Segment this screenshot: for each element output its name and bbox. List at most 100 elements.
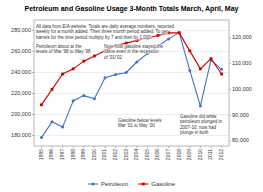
point (40, 136, 43, 139)
annotation-line: Gasoline did while (180, 114, 217, 119)
y-tick-label: 240,000 (11, 69, 31, 75)
grid (34, 31, 229, 136)
legend-swatch (138, 183, 148, 184)
point (135, 61, 138, 64)
x-tick (221, 146, 222, 148)
x-tick (52, 146, 53, 148)
x-tick (179, 146, 180, 148)
point (167, 37, 170, 40)
y2-tick (229, 63, 231, 64)
point (104, 76, 107, 79)
x-tick-label: 2007 (165, 149, 171, 160)
x-tick-label: 2010 (197, 149, 203, 160)
x-tick (73, 146, 74, 148)
x-tick (189, 146, 190, 148)
x-tick-label: 2004 (133, 149, 139, 160)
x-tick (126, 146, 127, 148)
point (188, 49, 191, 52)
y2-tick (229, 89, 231, 90)
y2-tick-label: 110,000 (232, 60, 251, 66)
legend-item: Gasoline (138, 181, 175, 187)
point (220, 68, 223, 71)
annotation-line: petroleum plunged in (180, 119, 223, 124)
point (61, 73, 64, 76)
x-tick (83, 146, 84, 148)
legend-item: Petroleum (88, 181, 128, 187)
y2-tick-label: 100,000 (232, 86, 252, 92)
x-tick (168, 146, 169, 148)
x-tick (115, 146, 116, 148)
point (82, 94, 85, 97)
x-tick (147, 146, 148, 148)
x-tick (62, 146, 63, 148)
x-tick-label: 2001 (101, 149, 107, 160)
point (51, 120, 54, 123)
x-tick (105, 146, 106, 148)
legend: Petroleum Gasoline (88, 181, 176, 187)
y-tick (32, 93, 34, 94)
point (125, 71, 128, 74)
point (188, 69, 191, 72)
point (178, 31, 181, 34)
y-tick-label: 200,000 (11, 111, 31, 117)
y-tick (32, 135, 34, 136)
y-tick (32, 51, 34, 52)
annotation: Petroleum about at thelevels of Mar '98 … (36, 44, 91, 54)
point (72, 67, 75, 70)
title: Petroleum and Gasoline Usage 3-Month Tot… (25, 5, 239, 13)
y-tick (32, 114, 34, 115)
point (178, 31, 181, 34)
x-tick-label: 1999 (80, 149, 86, 160)
point (157, 34, 160, 37)
x-tick (136, 146, 137, 148)
annotation-line: Note how gasoline stayed the (104, 44, 164, 49)
legend-marker (91, 183, 94, 186)
plot-area (34, 20, 229, 146)
y-tick-label: 280,000 (11, 27, 31, 33)
y2-tick-label: 120,000 (232, 34, 252, 40)
annotation: Gasoline below levelsMar '01 to May '00 (118, 118, 162, 128)
grid-line (34, 135, 229, 136)
point (72, 99, 75, 102)
y-tick-label: 260,000 (11, 48, 31, 54)
annotation-line: of '01/'02 (104, 55, 122, 60)
point (82, 60, 85, 63)
axes: 180,000200,000220,000240,000260,000280,0… (11, 27, 252, 160)
y2-tick (229, 140, 231, 141)
annotation: All data from EIA website. Totals are da… (36, 24, 174, 40)
x-tick-label: 1995 (38, 149, 44, 160)
x-tick-label: 1996 (48, 149, 54, 160)
x-tick (200, 146, 201, 148)
annotation-line: levels of Mar '98 to May '98 (36, 49, 91, 54)
x-tick-label: 1998 (70, 149, 76, 160)
x-tick-label: 2006 (154, 149, 160, 160)
point (199, 105, 202, 108)
legend-marker (142, 183, 145, 186)
point (210, 57, 213, 60)
x-tick-label: 2012 (218, 149, 224, 160)
grid-line (34, 93, 229, 94)
point (199, 67, 202, 70)
plot-frame (34, 20, 229, 146)
y-tick-label: 180,000 (11, 132, 31, 138)
x-tick-label: 1997 (59, 149, 65, 160)
annotation-line: Gasoline below levels (118, 118, 162, 123)
y2-tick-label: 80,000 (232, 137, 249, 143)
y-tick (32, 30, 34, 31)
annotation: Note how gasoline stayed thesame even in… (104, 44, 164, 60)
annotation: Gasoline did whilepetroleum plunged in20… (180, 114, 223, 135)
chart: 180,000200,000220,000240,000260,000280,0… (0, 0, 263, 192)
legend-swatch (88, 183, 98, 184)
y-tick (32, 72, 34, 73)
x-tick-label: 2003 (123, 149, 129, 160)
annotation-line: Petroleum about at the (36, 44, 82, 49)
point (93, 97, 96, 100)
x-tick-label: 2009 (186, 149, 192, 160)
x-tick (41, 146, 42, 148)
point (114, 73, 117, 76)
point (93, 55, 96, 58)
x-tick-label: 2011 (207, 149, 213, 160)
point (220, 73, 223, 76)
x-tick-label: 2005 (144, 149, 150, 160)
point (40, 103, 43, 106)
